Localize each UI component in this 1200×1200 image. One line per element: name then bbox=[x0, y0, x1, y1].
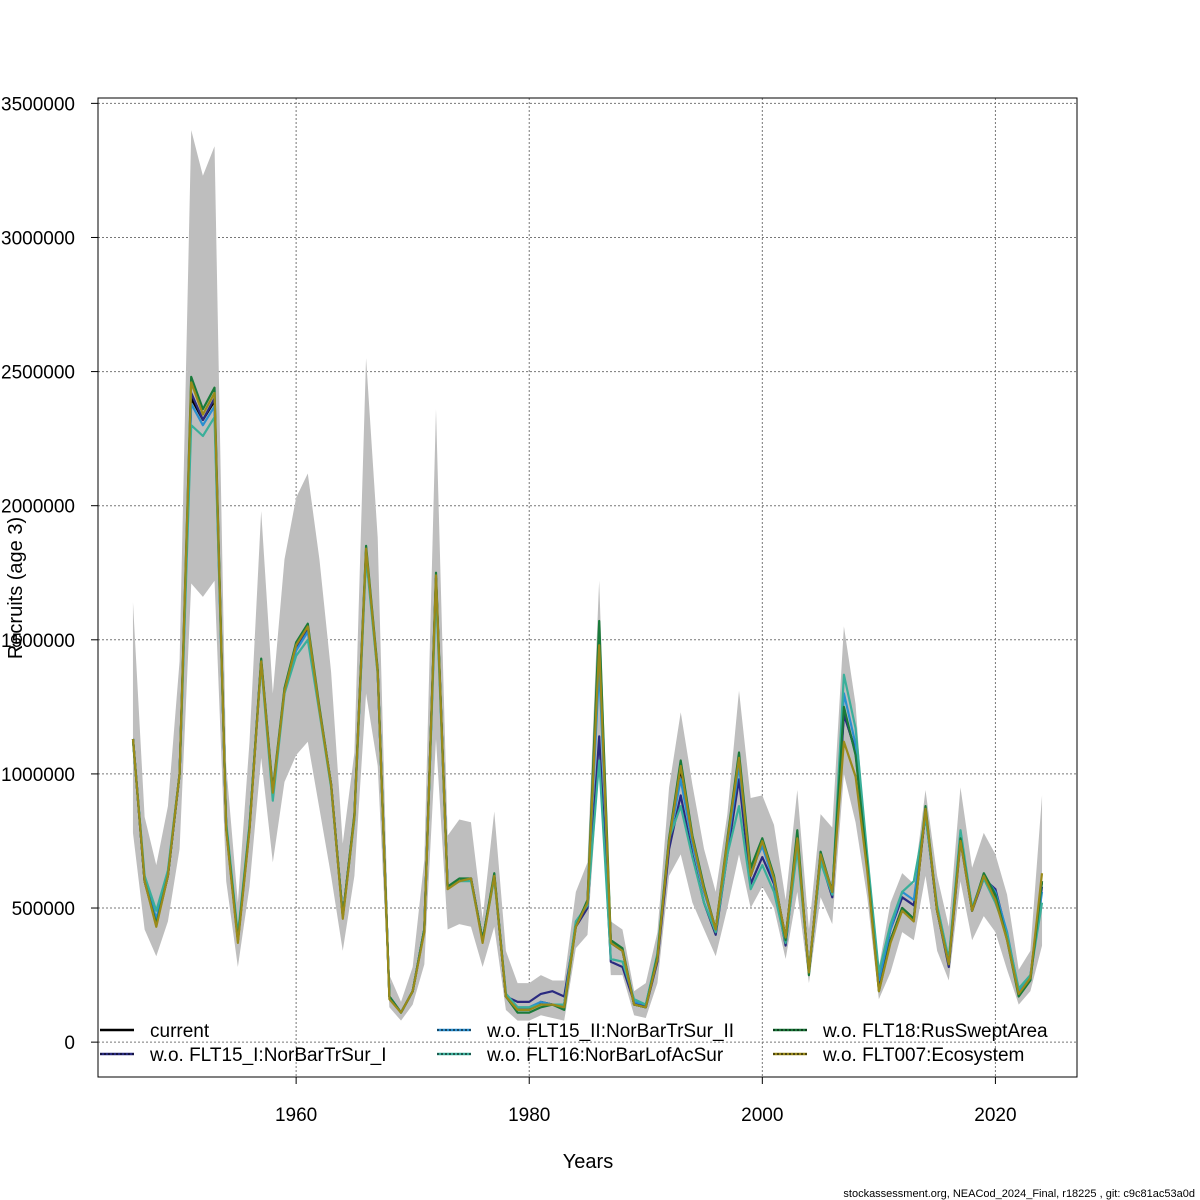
legend-label-current: current bbox=[150, 1021, 210, 1042]
x-tick-label-1960: 1960 bbox=[275, 1105, 317, 1126]
y-tick-label-1500000: 1500000 bbox=[1, 631, 75, 652]
x-tick-label-2000: 2000 bbox=[741, 1105, 783, 1126]
legend-label-w-o-flt18-russweptarea: w.o. FLT18:RusSweptArea bbox=[822, 1021, 1048, 1042]
series-line-w-o-flt007-ecosystem bbox=[131, 381, 1044, 1014]
plot-frame bbox=[97, 97, 1078, 1078]
y-tick-label-500000: 500000 bbox=[12, 899, 75, 920]
y-tick-label-1000000: 1000000 bbox=[1, 765, 75, 786]
legend-label-w-o-flt16-norbarlofacsur: w.o. FLT16:NorBarLofAcSur bbox=[486, 1045, 724, 1066]
y-axis: 0 500000 1000000 1500000 2000000 2500000 30000… bbox=[1, 94, 98, 1054]
y-axis-title: Recruits (age 3) bbox=[5, 517, 27, 659]
y-tick-label-3000000: 3000000 bbox=[1, 228, 75, 249]
x-axis: 1960 1980 2000 2020 bbox=[275, 1077, 1017, 1126]
y-tick-label-0: 0 bbox=[64, 1033, 75, 1054]
series-layer bbox=[131, 375, 1044, 1014]
x-axis-title: Years bbox=[563, 1151, 613, 1173]
y-tick-label-2000000: 2000000 bbox=[1, 497, 75, 518]
legend-label-w-o-flt15-i-norbartrsur-i: w.o. FLT15_I:NorBarTrSur_I bbox=[149, 1045, 387, 1066]
y-tick-label-2500000: 2500000 bbox=[1, 363, 75, 384]
footer-text: stockassessment.org, NEACod_2024_Final, … bbox=[843, 1188, 1195, 1200]
legend-label-w-o-flt15-ii-norbartrsur-ii: w.o. FLT15_II:NorBarTrSur_II bbox=[486, 1021, 734, 1042]
legend-label-w-o-flt007-ecosystem: w.o. FLT007:Ecosystem bbox=[822, 1045, 1024, 1066]
x-tick-label-1980: 1980 bbox=[508, 1105, 550, 1126]
legend: current w.o. FLT15_I:NorBarTrSur_I w.o. FL… bbox=[100, 1021, 1048, 1066]
x-tick-label-2020: 2020 bbox=[974, 1105, 1016, 1126]
y-tick-label-3500000: 3500000 bbox=[1, 94, 75, 115]
